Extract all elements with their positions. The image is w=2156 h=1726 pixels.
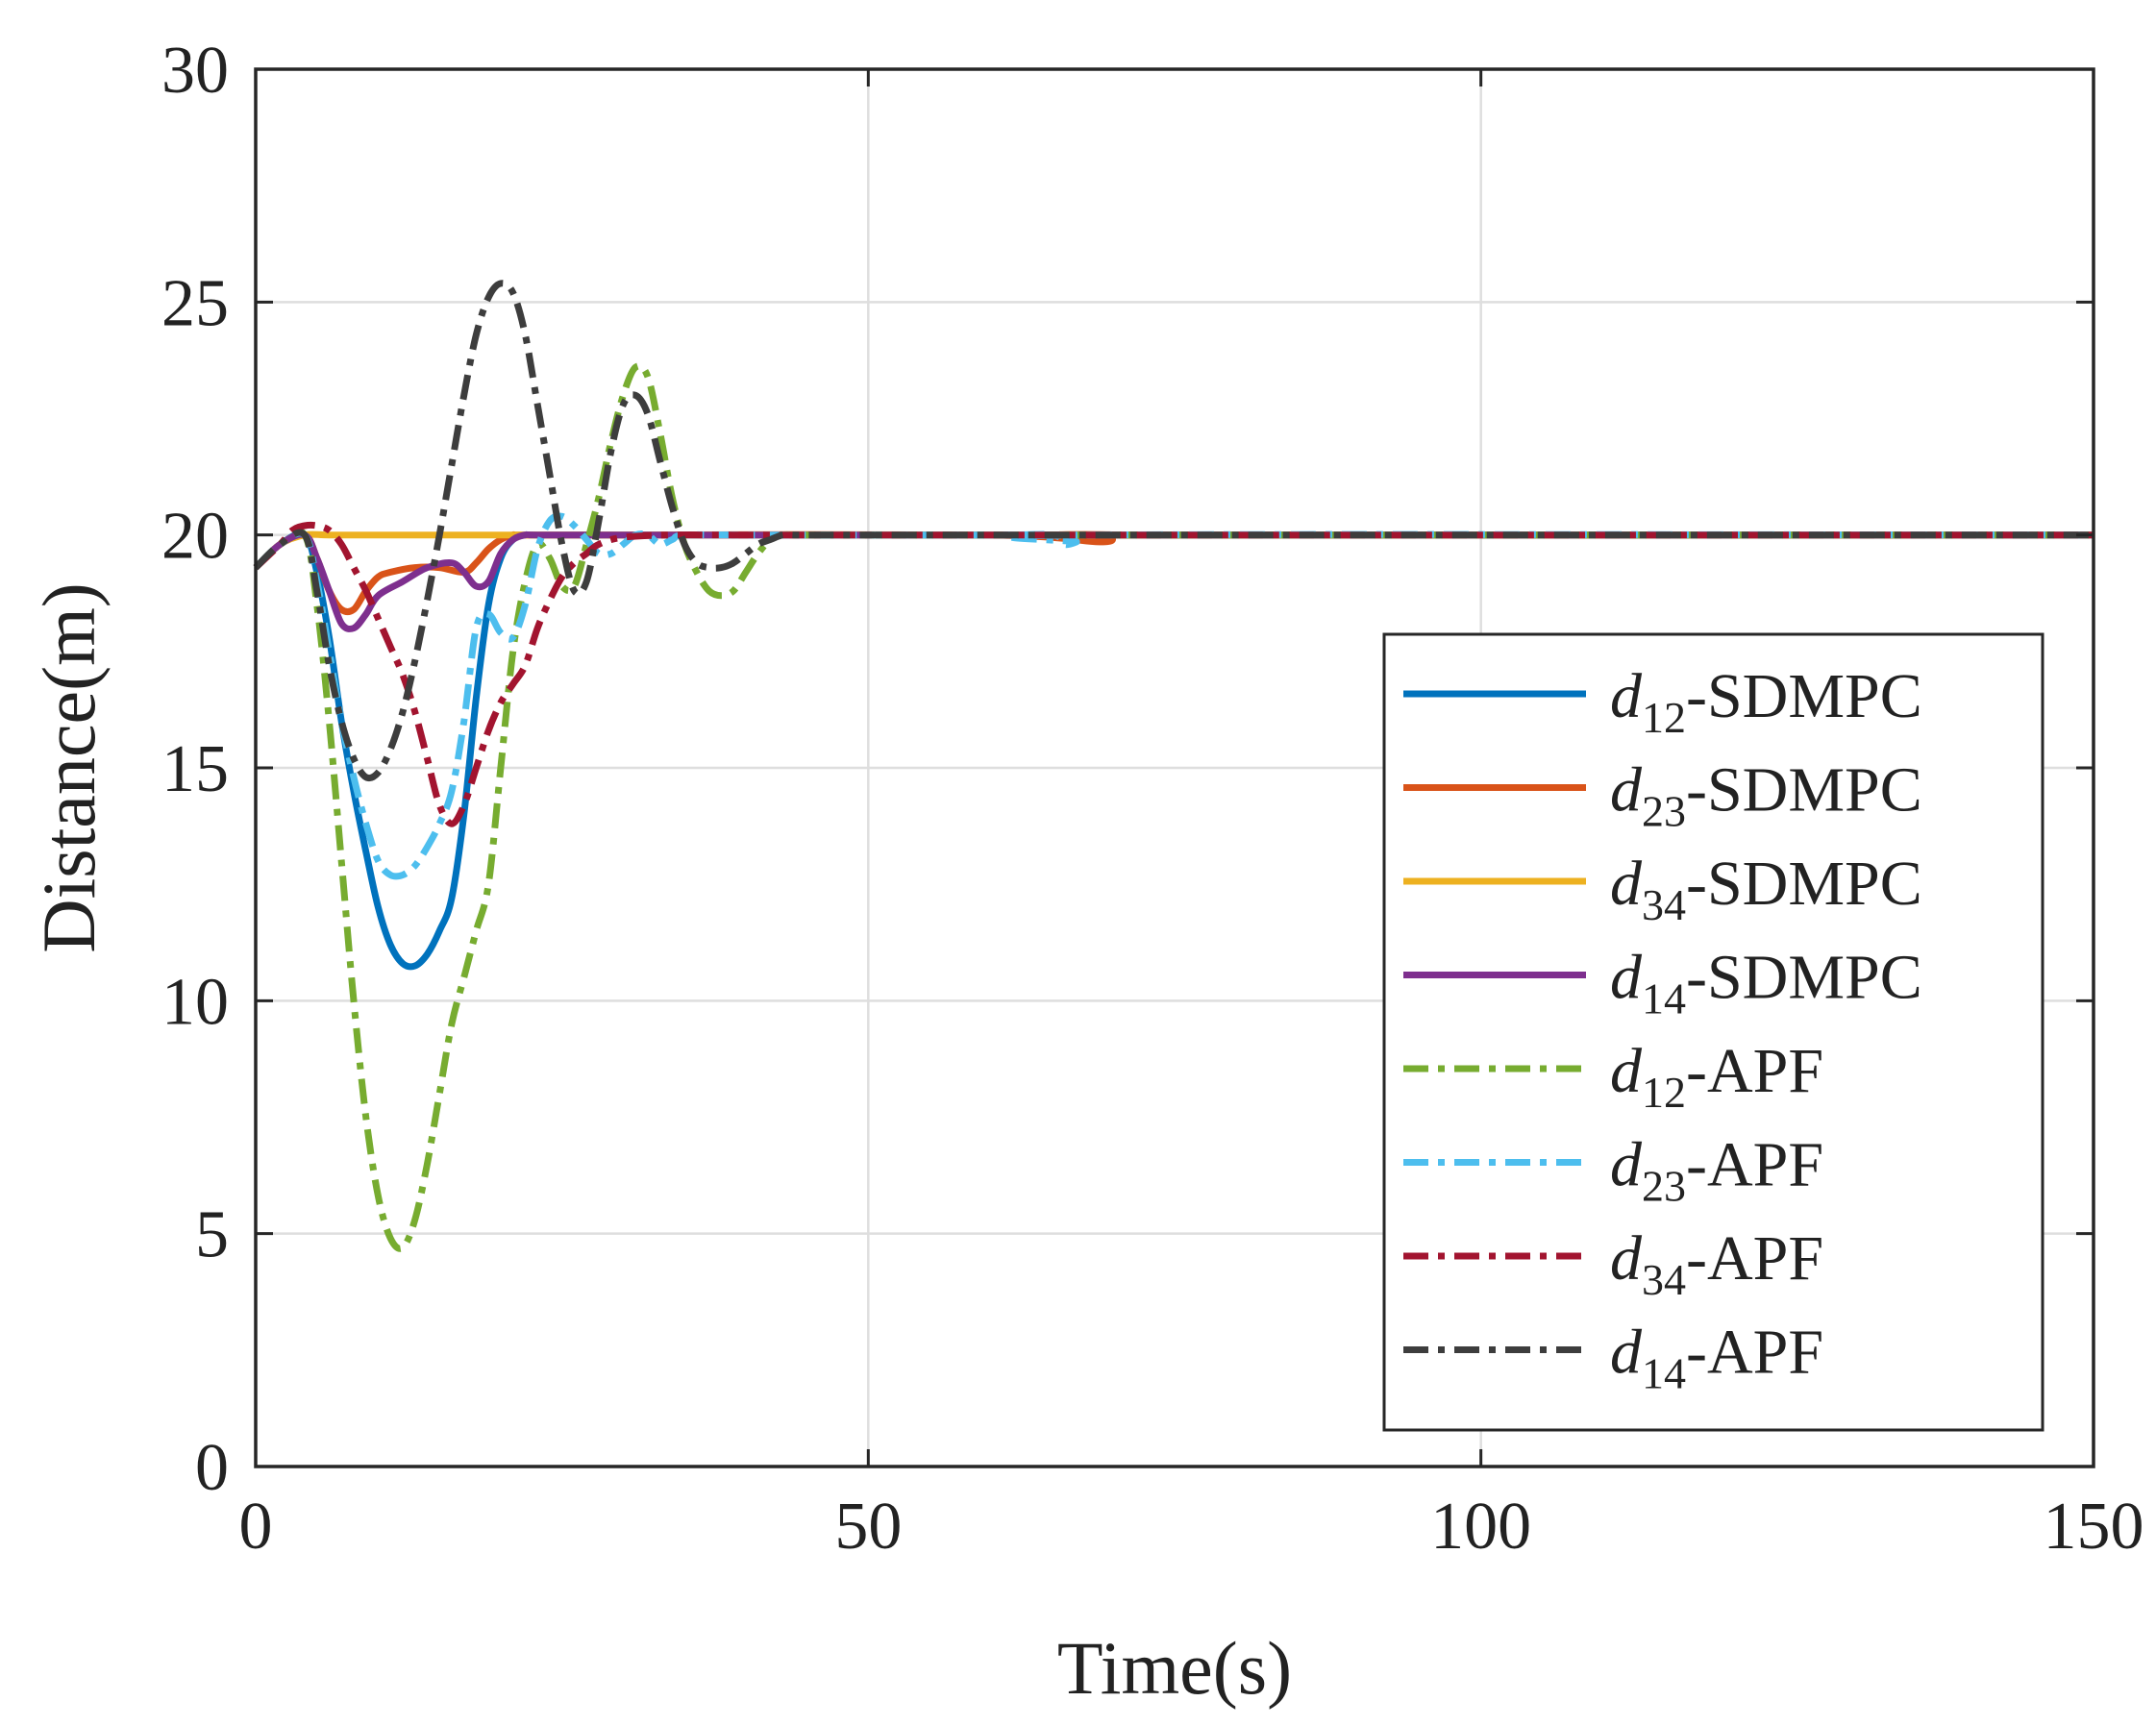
plot-series <box>253 280 2094 1252</box>
legend-label: d34-APF <box>1610 1223 1823 1304</box>
y-tick-label: 10 <box>161 965 229 1039</box>
x-tick-label: 150 <box>2044 1490 2144 1564</box>
legend-label: d12-APF <box>1610 1036 1823 1117</box>
x-tick-label: 100 <box>1430 1490 1531 1564</box>
y-tick-label: 20 <box>161 500 229 574</box>
y-tick-label: 5 <box>195 1198 229 1272</box>
legend-label: d34-SDMPC <box>1610 849 1922 929</box>
y-tick-label: 15 <box>161 732 229 806</box>
y-axis-title: Distance(m) <box>27 582 111 953</box>
series-line-d14-sdmpc <box>253 530 2094 632</box>
y-tick-label: 25 <box>161 266 229 340</box>
legend-label: d14-SDMPC <box>1610 943 1922 1023</box>
x-tick-label: 50 <box>834 1490 902 1564</box>
legend-box <box>1382 632 2044 1432</box>
legend-label: d23-SDMPC <box>1610 755 1922 836</box>
legend-label: d12-SDMPC <box>1610 661 1922 742</box>
series-line-d34-apf <box>253 521 2094 827</box>
legend: d12-SDMPC d23-SDMPC d34-SDMPC d14-SDMPC d12-… <box>1382 632 2044 1432</box>
legend-label: d23-APF <box>1610 1130 1823 1211</box>
axis-ticks: 0 50 100 150 0 5 10 15 20 25 30 <box>161 34 2144 1564</box>
x-tick-label: 0 <box>239 1490 273 1564</box>
y-tick-label: 30 <box>161 34 229 108</box>
x-axis-title: Time(s) <box>1057 1626 1292 1710</box>
legend-label: d14-APF <box>1610 1318 1823 1398</box>
y-tick-label: 0 <box>195 1431 229 1505</box>
